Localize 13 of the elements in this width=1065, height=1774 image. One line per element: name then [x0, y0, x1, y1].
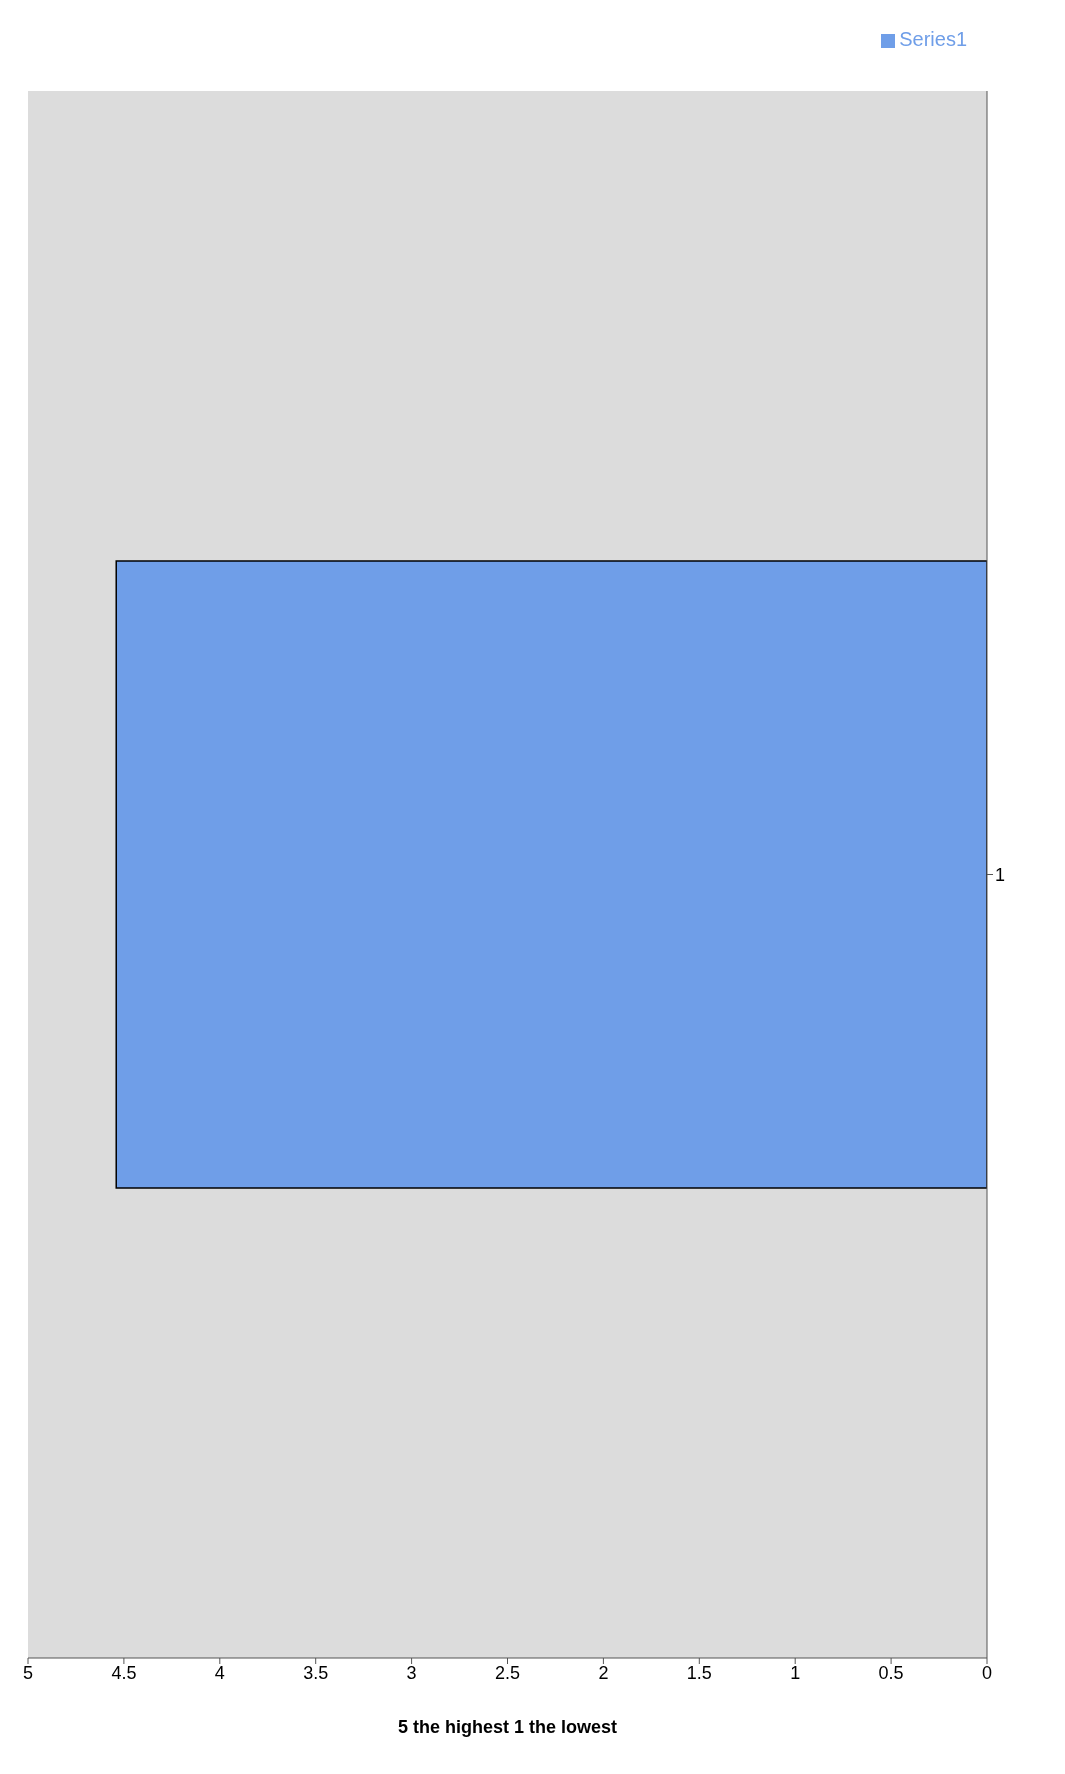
- x-tick-label: 1: [790, 1662, 801, 1683]
- x-tick-label: 3: [406, 1662, 417, 1683]
- x-tick-label: 3.5: [303, 1662, 329, 1683]
- legend-label: Series1: [899, 28, 967, 50]
- x-tick-label: 5: [22, 1662, 34, 1683]
- x-tick-label: 1.5: [686, 1662, 712, 1683]
- x-tick-label: 4: [214, 1662, 225, 1683]
- x-tick-label: 2.5: [494, 1662, 521, 1683]
- x-tick-label: 2: [598, 1662, 609, 1683]
- x-tick-label: 4.5: [111, 1662, 137, 1683]
- x-tick-label: 0.5: [878, 1662, 904, 1683]
- x-tick-label: 0: [981, 1662, 993, 1683]
- x-axis-title: 5 the highest 1 the lowest: [397, 1717, 618, 1737]
